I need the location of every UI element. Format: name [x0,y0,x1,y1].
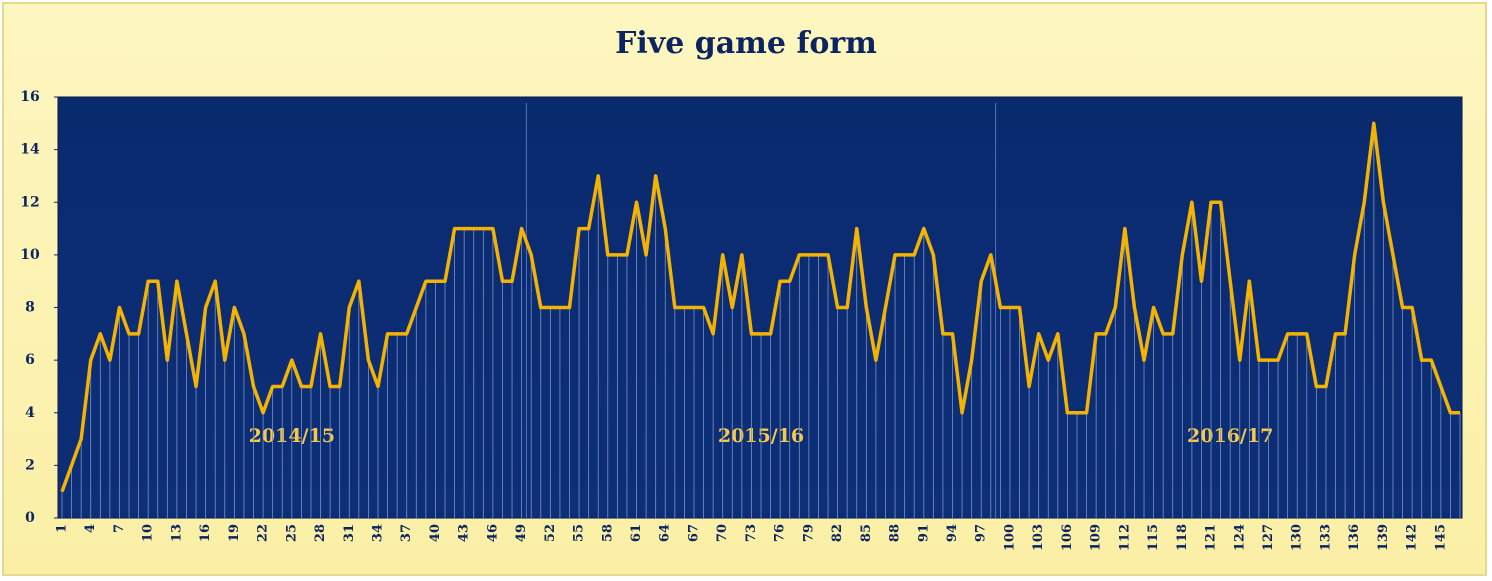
x-tick-label: 97 [974,524,989,542]
x-tick-label: 64 [658,524,673,542]
x-tick-label: 145 [1433,524,1448,551]
x-tick-label: 130 [1290,524,1305,551]
x-tick-label: 19 [227,524,242,542]
x-tick-label: 67 [686,524,701,542]
x-tick-label: 73 [744,524,759,542]
x-tick-label: 61 [629,524,644,542]
x-tick-label: 25 [284,524,299,542]
series-line [60,121,1460,493]
x-tick-label: 10 [141,524,156,542]
x-tick-label: 13 [169,524,184,542]
y-tick-label: 6 [25,352,35,368]
x-tick-label: 28 [313,524,328,542]
x-tick-label: 40 [428,524,443,542]
x-tick-label: 136 [1347,524,1362,551]
x-tick-label: 115 [1146,524,1161,551]
x-tick-label: 85 [859,524,874,542]
y-tick-label: 10 [20,247,40,263]
x-tick-label: 106 [1060,524,1075,551]
x-tick-label: 7 [112,524,127,533]
x-tick-label: 139 [1376,524,1391,551]
y-tick-label: 4 [25,405,35,421]
x-tick-label: 43 [457,524,472,542]
chart-title: Five game form [615,26,877,61]
x-tick-label: 133 [1318,524,1333,551]
y-tick-label: 14 [20,142,40,158]
x-tick-label: 34 [370,524,385,542]
x-tick-label: 55 [572,524,587,542]
x-tick-label: 100 [1002,524,1017,551]
y-tick-label: 8 [25,300,35,316]
x-tick-label: 94 [945,524,960,542]
x-tick-label: 31 [342,524,357,542]
x-tick-label: 1 [55,524,70,533]
x-tick-label: 82 [830,524,845,542]
x-tick-label: 103 [1031,524,1046,551]
x-tick-label: 4 [83,524,98,533]
x-tick-label: 76 [773,524,788,542]
y-tick-label: 12 [20,194,39,210]
x-tick-label: 16 [198,524,213,542]
x-tick-label: 49 [514,524,529,542]
x-tick-label: 37 [399,524,414,542]
y-tick-label: 2 [25,457,35,473]
x-tick-label: 88 [888,524,903,542]
x-tick-label: 91 [916,524,931,542]
x-tick-label: 58 [600,524,615,542]
x-tick-label: 121 [1204,524,1219,551]
x-tick-label: 70 [715,524,730,542]
x-tick-label: 118 [1175,524,1190,551]
x-tick-label: 52 [543,524,558,542]
x-tick-label: 46 [485,524,500,542]
x-tick-label: 109 [1089,524,1104,551]
x-tick-label: 124 [1232,524,1247,551]
x-tick-label: 142 [1405,524,1420,551]
x-tick-label: 127 [1261,524,1276,551]
y-tick-label: 16 [20,89,39,105]
y-tick-label: 0 [25,510,35,526]
x-tick-label: 22 [256,524,271,542]
x-tick-label: 112 [1117,524,1132,551]
x-tick-label: 79 [801,524,816,542]
